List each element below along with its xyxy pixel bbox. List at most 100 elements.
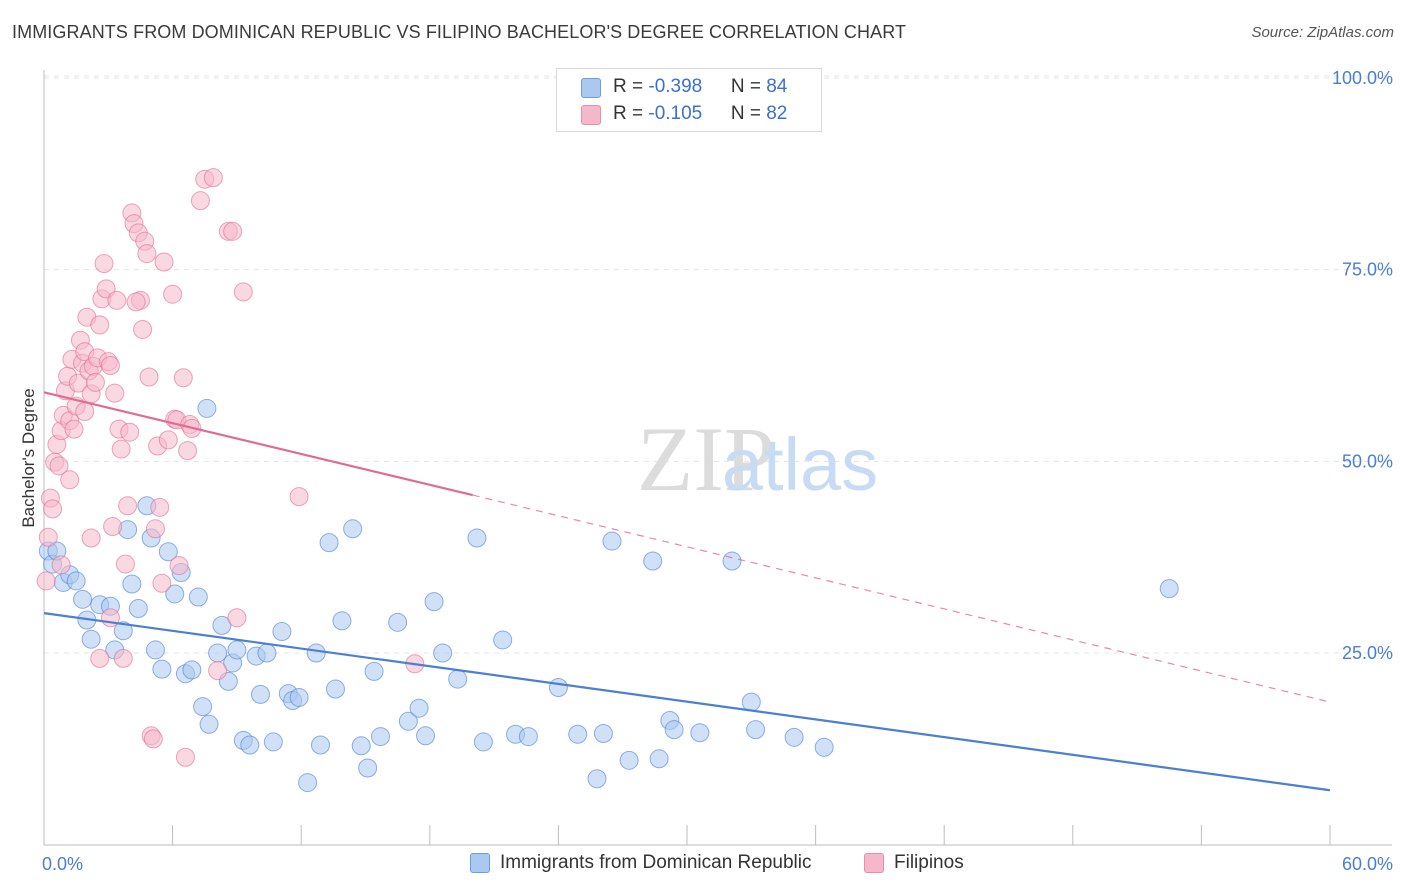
y-tick-label: 100.0% — [1332, 68, 1393, 88]
trend-line-dominican — [43, 612, 1331, 792]
point-filipino — [118, 496, 138, 516]
point-dominican — [343, 519, 363, 539]
y-axis-title: Bachelor's Degree — [19, 388, 38, 527]
point-filipino — [233, 282, 253, 302]
point-dominican — [722, 551, 742, 571]
point-dominican — [398, 711, 418, 731]
point-dominican — [548, 678, 568, 697]
point-filipino — [139, 367, 159, 387]
point-dominican — [746, 720, 766, 740]
point-dominican — [158, 542, 178, 562]
point-dominican — [602, 531, 622, 551]
point-dominican — [416, 726, 436, 746]
point-dominican — [165, 584, 185, 604]
point-filipino — [126, 292, 146, 312]
point-dominican — [250, 684, 270, 704]
point-dominican — [227, 640, 247, 660]
bottom-legend-label-filipinos: Filipinos — [894, 852, 964, 873]
point-dominican — [152, 659, 172, 679]
n-value: 84 — [766, 76, 788, 97]
point-filipino — [51, 555, 71, 575]
point-filipino — [173, 368, 193, 388]
r-value: -0.398 — [648, 76, 703, 97]
point-filipino — [115, 554, 135, 574]
point-filipino — [133, 319, 153, 339]
point-dominican — [240, 735, 260, 755]
legend-row-filipinos: R = -0.105 N = 82 — [613, 103, 787, 125]
trend-lines — [43, 391, 1331, 792]
r-value: -0.105 — [648, 103, 703, 124]
point-filipino — [111, 439, 131, 459]
point-dominican — [272, 622, 292, 642]
point-filipino — [203, 168, 223, 188]
point-dominican — [593, 724, 613, 743]
point-filipino — [169, 556, 189, 576]
point-dominican — [690, 723, 710, 743]
point-dominican — [310, 735, 330, 755]
bottom-legend-swatch-dominican — [470, 853, 490, 873]
point-filipino — [113, 648, 133, 668]
point-dominican — [784, 727, 804, 747]
chart-title: IMMIGRANTS FROM DOMINICAN REPUBLIC VS FI… — [12, 22, 907, 42]
point-dominican — [619, 750, 639, 770]
point-filipino — [208, 661, 228, 681]
point-dominican — [182, 660, 202, 680]
correlation-legend: R = -0.398 N = 84 R = -0.105 N = 82 — [556, 68, 822, 132]
point-dominican — [306, 643, 326, 663]
point-filipino — [289, 487, 309, 507]
point-dominican — [193, 697, 213, 717]
tick-labels: 25.0% 50.0% 75.0% 100.0% 0.0% 60.0% — [42, 68, 1393, 874]
point-filipino — [178, 441, 198, 461]
point-dominican — [643, 551, 663, 571]
point-dominican — [81, 629, 101, 649]
trend-line-filipino — [43, 391, 473, 497]
point-dominican — [649, 749, 669, 769]
point-dominican — [433, 643, 453, 663]
point-dominican — [145, 640, 165, 660]
point-dominican — [518, 727, 538, 747]
point-dominican — [351, 736, 371, 756]
axes — [43, 70, 1392, 846]
grid-lines — [44, 75, 1392, 654]
legend-swatch-dominican — [581, 78, 601, 98]
point-dominican — [467, 528, 487, 548]
point-filipino — [154, 252, 174, 272]
point-dominican — [424, 592, 444, 612]
point-filipino — [223, 221, 243, 241]
point-filipino — [227, 608, 247, 628]
point-filipino — [103, 517, 123, 536]
point-filipino — [43, 499, 63, 519]
x-tick-label-min: 0.0% — [42, 854, 83, 874]
point-dominican — [122, 574, 142, 594]
point-dominican — [568, 724, 588, 744]
point-dominican — [448, 669, 468, 689]
point-filipino — [100, 356, 120, 375]
point-dominican — [587, 769, 607, 789]
point-filipino — [150, 497, 170, 517]
point-filipino — [163, 284, 183, 304]
n-label: N = — [730, 76, 767, 97]
point-dominican — [257, 643, 277, 663]
n-label: N = — [730, 103, 767, 124]
point-filipino — [81, 528, 101, 548]
point-dominican — [473, 732, 493, 752]
point-dominican — [197, 398, 217, 418]
watermark-zip: ZIP — [637, 408, 775, 510]
point-filipino — [64, 419, 84, 439]
legend-swatch-filipinos — [581, 105, 601, 125]
point-dominican — [1159, 579, 1179, 599]
point-dominican — [358, 758, 378, 778]
point-filipino — [143, 729, 163, 749]
trend-line-filipino-extrapolated — [472, 494, 1331, 703]
point-dominican — [364, 661, 384, 681]
point-dominican — [319, 533, 339, 553]
point-dominican — [409, 698, 429, 718]
point-filipino — [145, 519, 165, 539]
point-dominican — [289, 687, 309, 707]
bottom-legend-swatch-filipinos — [864, 853, 884, 873]
point-dominican — [741, 692, 761, 712]
chart-source: Source: ZipAtlas.com — [1251, 24, 1394, 41]
point-dominican — [66, 571, 86, 591]
point-filipino — [90, 315, 110, 335]
